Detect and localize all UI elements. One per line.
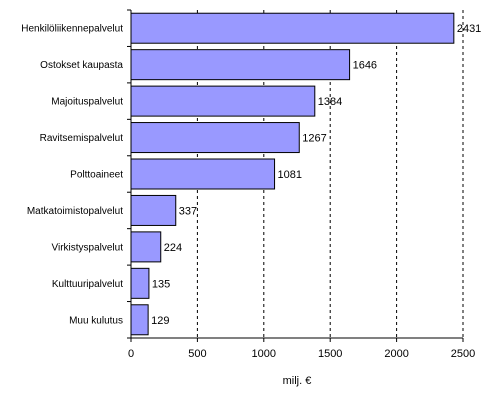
bar-8 xyxy=(130,267,150,299)
x-tick-label: 500 xyxy=(188,348,206,360)
value-label: 224 xyxy=(164,242,182,254)
value-labels: 2431 1646 1384 1267 1081 337 224 135 129 xyxy=(151,23,481,327)
value-label: 337 xyxy=(179,205,197,217)
value-label: 1646 xyxy=(353,60,377,72)
value-label: 1384 xyxy=(318,96,342,108)
category-label: Muu kulutus xyxy=(69,315,123,326)
bar-4 xyxy=(130,122,300,154)
bar-5 xyxy=(130,158,276,190)
category-label: Henkilöliikennepalvelut xyxy=(21,24,123,35)
category-label: Majoituspalvelut xyxy=(51,97,123,108)
value-label: 129 xyxy=(151,315,169,327)
axes xyxy=(127,9,464,342)
x-tick-label: 2000 xyxy=(384,348,408,360)
value-label: 2431 xyxy=(457,23,481,35)
bar-1 xyxy=(130,12,455,44)
category-label: Kulttuuripalvelut xyxy=(52,279,123,290)
bar-6 xyxy=(130,194,177,226)
x-tick-label: 2500 xyxy=(451,348,475,360)
value-label: 135 xyxy=(152,278,170,290)
x-tick-label: 1000 xyxy=(252,348,276,360)
category-label: Polttoaineet xyxy=(70,170,123,181)
category-labels: Henkilöliikennepalvelut Ostokset kaupasta… xyxy=(21,24,123,327)
category-label: Ostokset kaupasta xyxy=(40,60,123,71)
bar-2 xyxy=(130,49,351,81)
category-label: Ravitsemispalvelut xyxy=(40,133,124,144)
bar-3 xyxy=(130,85,316,117)
bar-9 xyxy=(130,304,149,336)
bar-7 xyxy=(130,231,162,263)
x-tick-labels: 0 500 1000 1500 2000 2500 xyxy=(128,348,475,360)
x-tick-label: 0 xyxy=(128,348,134,360)
category-label: Virkistyspalvelut xyxy=(51,242,123,253)
x-tick-label: 1500 xyxy=(318,348,342,360)
value-label: 1081 xyxy=(278,169,302,181)
category-label: Matkatoimistopalvelut xyxy=(27,206,123,217)
x-axis-title: milj. € xyxy=(283,375,312,387)
bars xyxy=(130,12,455,336)
value-label: 1267 xyxy=(302,133,326,145)
